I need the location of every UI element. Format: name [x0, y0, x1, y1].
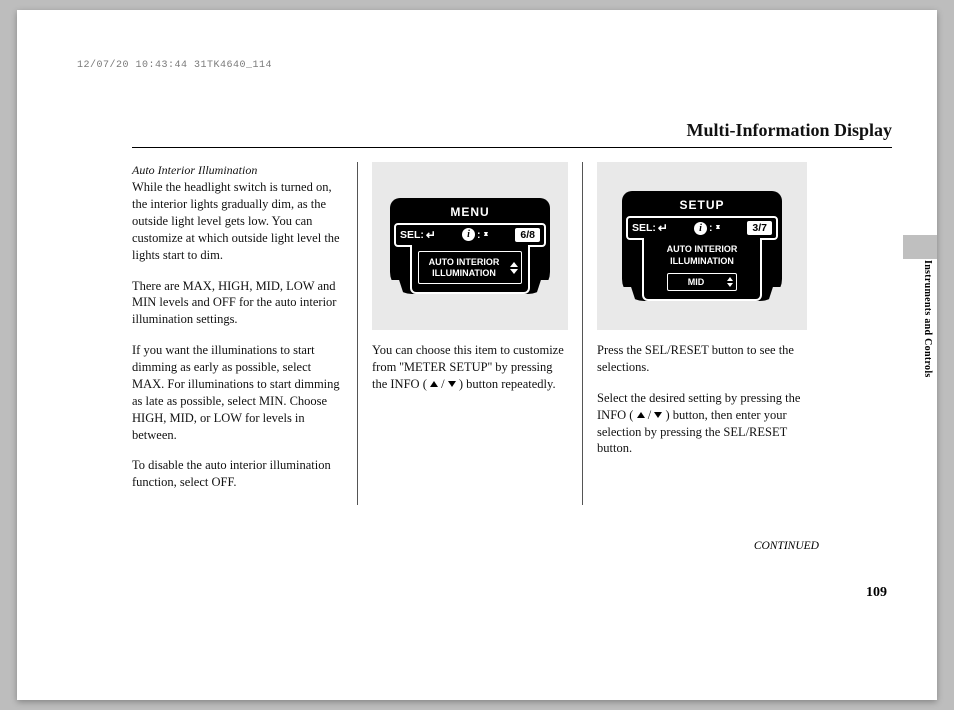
info-icon: i — [694, 222, 707, 235]
lcd-body: AUTO INTERIOR ILLUMINATION MID — [642, 238, 762, 301]
body-paragraph: You can choose this item to customize fr… — [372, 342, 568, 393]
page-title: Multi-Information Display — [132, 120, 892, 148]
body-paragraph: While the headlight switch is turned on,… — [132, 179, 343, 263]
lcd-body: AUTO INTERIOR ILLUMINATION — [410, 245, 530, 295]
scroll-arrows-icon — [510, 262, 518, 274]
column-2: MENU SEL: ↵ i : ▲▼ — [357, 162, 582, 505]
up-triangle-icon — [430, 381, 438, 387]
section-subheading: Auto Interior Illumination — [132, 162, 343, 178]
section-tab-marker — [903, 235, 937, 259]
header-stamp: 12/07/20 10:43:44 31TK4640_114 — [77, 60, 272, 71]
lcd-status-band: SEL: ↵ i : ▲▼ 3/7 — [626, 216, 778, 240]
body-paragraph: Select the desired setting by pressing t… — [597, 390, 807, 458]
menu-item-box: AUTO INTERIOR ILLUMINATION — [418, 251, 522, 285]
page-counter: 3/7 — [747, 221, 772, 235]
menu-item-line1: AUTO INTERIOR — [429, 257, 500, 267]
down-triangle-icon — [448, 381, 456, 387]
section-tab-label: Instruments and Controls — [922, 260, 933, 378]
body-paragraph: If you want the illuminations to start d… — [132, 342, 343, 443]
body-paragraph: There are MAX, HIGH, MID, LOW and MIN le… — [132, 278, 343, 329]
scroll-arrows-icon — [727, 277, 733, 287]
continued-label: CONTINUED — [754, 540, 819, 552]
body-paragraph: To disable the auto interior illuminatio… — [132, 457, 343, 491]
return-arrow-icon: ↵ — [426, 229, 436, 241]
up-triangle-icon — [637, 412, 645, 418]
lcd-title: SETUP — [626, 197, 778, 213]
lcd-status-band: SEL: ↵ i : ▲▼ 6/8 — [394, 223, 546, 247]
column-3: SETUP SEL: ↵ i : ▲▼ — [582, 162, 807, 505]
setup-value-box: MID — [667, 273, 737, 291]
columns: Auto Interior Illumination While the hea… — [132, 162, 892, 505]
sel-label: SEL: — [400, 228, 424, 242]
column-1: Auto Interior Illumination While the hea… — [132, 162, 357, 505]
sel-label: SEL: — [632, 221, 656, 235]
menu-item-line2: ILLUMINATION — [432, 268, 496, 278]
lcd-menu-figure: MENU SEL: ↵ i : ▲▼ — [372, 162, 568, 330]
return-arrow-icon: ↵ — [658, 222, 668, 234]
manual-page: 12/07/20 10:43:44 31TK4640_114 Multi-Inf… — [17, 10, 937, 700]
body-paragraph: Press the SEL/RESET button to see the se… — [597, 342, 807, 376]
setup-value: MID — [688, 277, 705, 287]
lcd-title: MENU — [394, 204, 546, 220]
down-triangle-icon — [654, 412, 662, 418]
page-counter: 6/8 — [515, 228, 540, 242]
page-number: 109 — [866, 585, 887, 601]
content-area: Multi-Information Display Auto Interior … — [132, 120, 892, 505]
info-icon: i — [462, 228, 475, 241]
lcd-setup-figure: SETUP SEL: ↵ i : ▲▼ — [597, 162, 807, 330]
setup-heading: AUTO INTERIOR ILLUMINATION — [650, 244, 754, 267]
